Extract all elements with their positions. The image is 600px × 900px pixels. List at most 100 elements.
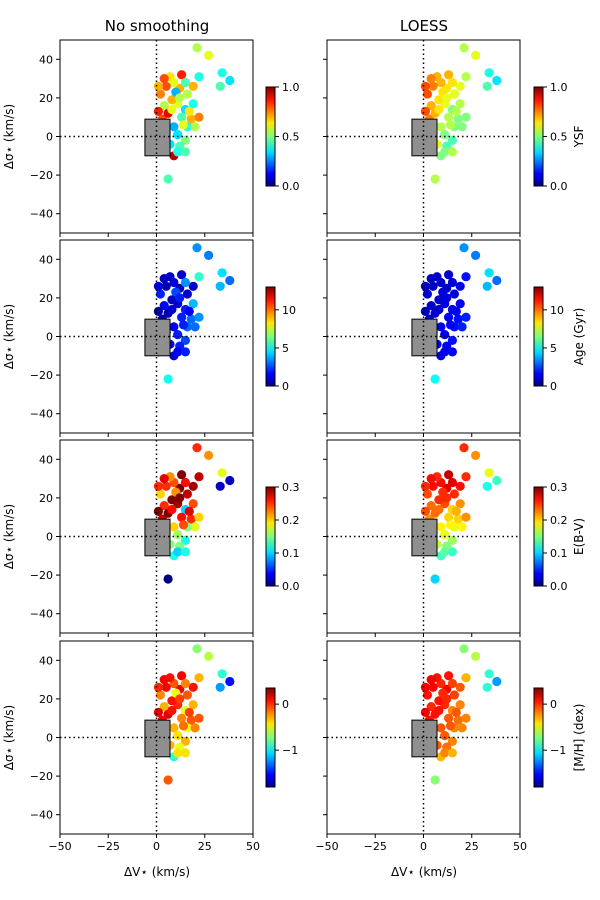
colorbar-tick-label: 0.1 bbox=[282, 547, 300, 560]
data-point bbox=[471, 50, 481, 61]
data-point bbox=[434, 104, 444, 115]
data-point bbox=[436, 522, 446, 532]
data-point bbox=[178, 120, 189, 130]
data-point bbox=[444, 270, 454, 280]
colorbar-gradient bbox=[533, 86, 544, 187]
y-tick-label: 40 bbox=[39, 53, 53, 66]
data-point bbox=[180, 547, 190, 557]
data-point bbox=[442, 93, 452, 103]
data-point bbox=[188, 299, 198, 309]
reference-box bbox=[144, 118, 171, 157]
data-point bbox=[159, 301, 169, 311]
x-tick-label: −25 bbox=[364, 840, 387, 853]
data-point bbox=[426, 702, 436, 712]
colorbar-gradient bbox=[533, 486, 544, 587]
data-point bbox=[420, 707, 430, 718]
data-point bbox=[215, 682, 225, 692]
data-point bbox=[426, 474, 436, 484]
data-point bbox=[184, 707, 194, 718]
data-point bbox=[440, 147, 450, 157]
data-point bbox=[175, 694, 185, 704]
colorbar-tick-label: 5 bbox=[550, 342, 557, 355]
data-point bbox=[186, 715, 196, 725]
data-point bbox=[177, 671, 187, 681]
title-left: No smoothing bbox=[105, 17, 210, 35]
colorbar-gradient bbox=[533, 286, 544, 387]
data-point bbox=[420, 306, 430, 316]
data-point bbox=[492, 275, 502, 286]
panel-r4-c2: −50 −25 0 25 50 −1 0 [M/H] (dex) bbox=[315, 640, 586, 853]
data-point bbox=[217, 468, 227, 478]
data-point bbox=[173, 547, 183, 557]
data-point bbox=[177, 470, 187, 480]
colorbar: 0.0 0.1 0.2 0.3 E(B-V) bbox=[533, 481, 586, 593]
colorbar: 0.0 0.5 1.0 bbox=[265, 81, 300, 193]
data-point bbox=[484, 669, 494, 679]
data-point bbox=[455, 99, 465, 109]
data-point bbox=[173, 130, 183, 140]
data-point bbox=[188, 81, 198, 91]
panel-r1-c1: −40 −20 0 20 40 Δσ⋆ (km/s) 0.0 0.5 1.0 bbox=[2, 39, 300, 237]
data-point bbox=[204, 50, 214, 61]
colorbar-tick-label: 0.1 bbox=[550, 547, 568, 560]
colorbar-tick-label: 0.0 bbox=[550, 580, 568, 593]
data-point bbox=[153, 707, 163, 718]
data-point bbox=[447, 477, 457, 488]
colorbar-tick-label: 5 bbox=[282, 342, 289, 355]
data-point bbox=[449, 690, 459, 700]
data-point bbox=[428, 481, 438, 491]
data-point bbox=[426, 675, 436, 685]
data-point bbox=[159, 474, 169, 484]
data-point bbox=[186, 314, 196, 324]
data-point bbox=[190, 723, 200, 733]
data-point bbox=[215, 281, 225, 291]
colorbar: −1 0 bbox=[265, 687, 298, 788]
data-point bbox=[169, 723, 179, 733]
data-point bbox=[163, 174, 173, 184]
data-point bbox=[186, 514, 196, 524]
x-tick-label: −50 bbox=[315, 840, 338, 853]
colorbar: −1 0 [M/H] (dex) bbox=[533, 687, 586, 788]
data-point bbox=[434, 705, 444, 716]
data-point bbox=[420, 81, 430, 91]
data-point bbox=[451, 106, 461, 116]
colorbar: 0.0 0.1 0.2 0.3 bbox=[265, 481, 300, 593]
panel-r4-c1: −40 −20 0 20 40 −50 −25 0 25 50 Δσ⋆ (km/s) −1 0 bbox=[2, 640, 298, 853]
data-point bbox=[440, 731, 450, 741]
data-point bbox=[434, 504, 444, 515]
colorbar-gradient bbox=[265, 486, 276, 587]
colorbar-tick-label: 0.2 bbox=[282, 514, 300, 527]
data-point bbox=[420, 106, 430, 116]
data-point bbox=[455, 299, 465, 309]
data-point bbox=[153, 106, 163, 116]
colorbar-tick-label: 0.0 bbox=[282, 580, 300, 593]
data-point bbox=[190, 122, 200, 132]
data-point bbox=[175, 93, 185, 103]
data-point bbox=[455, 499, 465, 509]
data-point bbox=[459, 443, 469, 453]
data-point bbox=[194, 472, 204, 482]
y-axis-label: Δσ⋆ (km/s) bbox=[2, 104, 16, 169]
data-point bbox=[186, 114, 196, 124]
colorbar-tick-label: 0 bbox=[282, 380, 289, 393]
data-point bbox=[430, 174, 440, 184]
data-point bbox=[188, 281, 198, 291]
data-point bbox=[442, 493, 452, 503]
data-point bbox=[459, 644, 469, 654]
data-point bbox=[153, 481, 163, 491]
data-point bbox=[420, 281, 430, 291]
data-point bbox=[436, 122, 446, 132]
data-point bbox=[434, 696, 444, 706]
data-point bbox=[173, 731, 183, 741]
data-point bbox=[175, 293, 185, 303]
data-point bbox=[455, 682, 465, 692]
y-tick-label: 20 bbox=[39, 292, 53, 305]
colorbar-tick-label: 0 bbox=[282, 698, 289, 711]
panel-r3-c1: −40 −20 0 20 40 Δσ⋆ (km/s) 0.0 0.1 0.2 0.3 bbox=[2, 439, 300, 637]
data-point bbox=[434, 304, 444, 315]
data-point bbox=[447, 147, 457, 157]
data-point bbox=[428, 281, 438, 291]
data-point bbox=[422, 89, 432, 99]
data-point bbox=[184, 106, 194, 116]
data-point bbox=[182, 489, 192, 499]
